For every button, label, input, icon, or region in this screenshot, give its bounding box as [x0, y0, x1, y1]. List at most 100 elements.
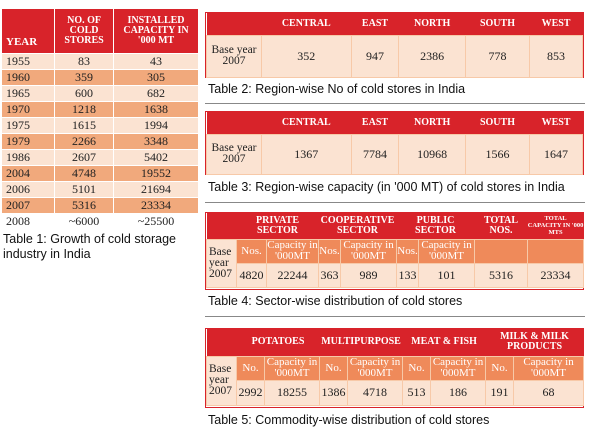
- table3-header-west: WEST: [541, 116, 571, 128]
- table4-subheader: Nos.: [318, 238, 342, 264]
- table5-subheader: Capacity in '000MT: [263, 355, 321, 381]
- table4-subheader-empty: [474, 238, 529, 264]
- table1-year: 1970: [2, 101, 56, 118]
- table4-subheader: Nos.: [396, 238, 420, 264]
- table1-row: 1986 2607 5402: [2, 149, 199, 166]
- table1-row: 2008 ~6000 ~25500: [2, 213, 199, 230]
- table4-value: 133: [396, 262, 420, 288]
- table1-row: 2004 4748 19552: [2, 165, 199, 182]
- table1-stores: 600: [54, 85, 114, 102]
- table1-stores: 1218: [54, 101, 114, 118]
- table5-subheader: No.: [402, 355, 432, 381]
- table5-caption: Table 5: Commodity-wise distribution of …: [208, 413, 490, 427]
- table1-year: 1986: [2, 149, 56, 166]
- table3-row-label: Base year 2007: [206, 133, 262, 175]
- table1-capacity: 19552: [113, 165, 199, 182]
- table4-group-cooperative: COOPERATIVE SECTOR: [320, 214, 395, 236]
- table5-subheader: Capacity in '000MT: [347, 355, 404, 381]
- table3-caption: Table 3: Region-wise capacity (in '000 M…: [208, 180, 565, 194]
- table5-value: 4718: [347, 379, 404, 406]
- table1-year: 1979: [2, 133, 56, 150]
- table1-header-capacity: INSTALLED CAPACITY IN '000 MT: [113, 9, 199, 54]
- table3-value: 7784: [350, 133, 400, 175]
- table1-row: 1955 83 43: [2, 53, 199, 70]
- table1-header-year: YEAR: [2, 9, 56, 54]
- table4-group-private: PRIVATE SECTOR: [256, 214, 299, 236]
- table1-body: 1955 83 43 1960 359 305 1965 600 682 1970 1218 1638…: [2, 53, 199, 230]
- table2-value: 853: [529, 34, 583, 78]
- table1: YEAR NO. OF COLD STORES INSTALLED CAPACI…: [2, 9, 199, 230]
- table3-value: 1367: [261, 133, 352, 175]
- table5-group-meat-fish: MEAT & FISH: [411, 336, 477, 348]
- table5-value: 1386: [319, 379, 349, 406]
- divider: [205, 103, 585, 104]
- table2-header-south: SOUTH: [479, 17, 515, 29]
- table3-value: 1566: [464, 133, 531, 175]
- table1-year: 2007: [2, 197, 56, 214]
- table1-stores: 359: [54, 69, 114, 86]
- table2-header-west: WEST: [541, 17, 571, 29]
- table1-row: 1979 2266 3348: [2, 133, 199, 150]
- table1-stores: 2266: [54, 133, 114, 150]
- table3-header-north: NORTH: [414, 116, 451, 128]
- table4-value: 101: [418, 262, 476, 288]
- table5-subheader: No.: [236, 355, 265, 381]
- table1-stores: ~6000: [54, 213, 114, 230]
- table1-capacity: 682: [113, 85, 199, 102]
- table1-stores: 2607: [54, 149, 114, 166]
- table1-year: 1965: [2, 85, 56, 102]
- table2-frame: [205, 12, 584, 78]
- table1-year: 2008: [2, 213, 56, 230]
- table4-grid: PRIVATE SECTOR COOPERATIVE SECTOR PUBLIC…: [206, 213, 585, 288]
- table4-group-total-nos: TOTAL NOS.: [483, 214, 519, 236]
- table5-row-label: Base year 2007: [206, 355, 237, 406]
- table1-year: 2004: [2, 165, 56, 182]
- table5-value: 513: [402, 379, 432, 406]
- table4-caption: Table 4: Sector-wise distribution of col…: [208, 294, 463, 308]
- table2-header-east: EAST: [361, 17, 389, 29]
- table5-group-potatoes: POTATOES: [251, 336, 305, 348]
- table1-capacity: 3348: [113, 133, 199, 150]
- table3-frame: [205, 111, 584, 175]
- table5-subheader: No.: [319, 355, 349, 381]
- table4-group-public: PUBLIC SECTOR: [415, 214, 456, 236]
- table3-value: 1647: [529, 133, 583, 175]
- table2-caption: Table 2: Region-wise No of cold stores i…: [208, 82, 466, 96]
- table1-year: 2006: [2, 181, 56, 198]
- table1-capacity: 43: [113, 53, 199, 70]
- table5-value: 68: [513, 379, 585, 406]
- table1-year: 1960: [2, 69, 56, 86]
- table1-capacity: 5402: [113, 149, 199, 166]
- table5-grid: POTATOES MULTIPURPOSE MEAT & FISH MILK &…: [206, 329, 585, 406]
- table4-subheader-empty: [527, 238, 585, 264]
- divider: [205, 202, 585, 203]
- table1-capacity: 1994: [113, 117, 199, 134]
- table3-grid: CENTRAL EAST NORTH SOUTH WEST Base year …: [206, 112, 583, 175]
- table3-header-south: SOUTH: [479, 116, 515, 128]
- table1-stores: 5316: [54, 197, 114, 214]
- table1-header-stores: NO. OF COLD STORES: [54, 9, 114, 54]
- table4-group-total-capacity: TOTAL CAPACITY IN '000 MTs: [527, 215, 584, 237]
- table4-subheader: Capacity in '000MT: [340, 238, 398, 264]
- table1-capacity: 305: [113, 69, 199, 86]
- table2-grid: CENTRAL EAST NORTH SOUTH WEST Base year …: [206, 13, 583, 78]
- table1-stores: 5101: [54, 181, 114, 198]
- table1-capacity: 1638: [113, 101, 199, 118]
- table5-group-milk: MILK & MILK PRODUCTS: [500, 331, 569, 353]
- table1-row: 2006 5101 21694: [2, 181, 199, 198]
- table4-value: 5316: [474, 262, 529, 288]
- divider: [205, 316, 585, 317]
- table1-row: 1970 1218 1638: [2, 101, 199, 118]
- table2-value: 778: [464, 34, 531, 78]
- table4-row-label: Base year 2007: [206, 238, 237, 288]
- table1-year: 1975: [2, 117, 56, 134]
- table3-value: 10968: [398, 133, 466, 175]
- table4-subheader: Capacity in '000MT: [418, 238, 476, 264]
- table4-subheader: Nos.: [236, 238, 267, 264]
- table5-value: 191: [485, 379, 515, 406]
- table1-stores: 4748: [54, 165, 114, 182]
- table2-value: 352: [261, 34, 352, 78]
- table5-corner: [207, 329, 237, 356]
- table3-header-central: CENTRAL: [281, 116, 331, 128]
- table5-value: 18255: [263, 379, 321, 406]
